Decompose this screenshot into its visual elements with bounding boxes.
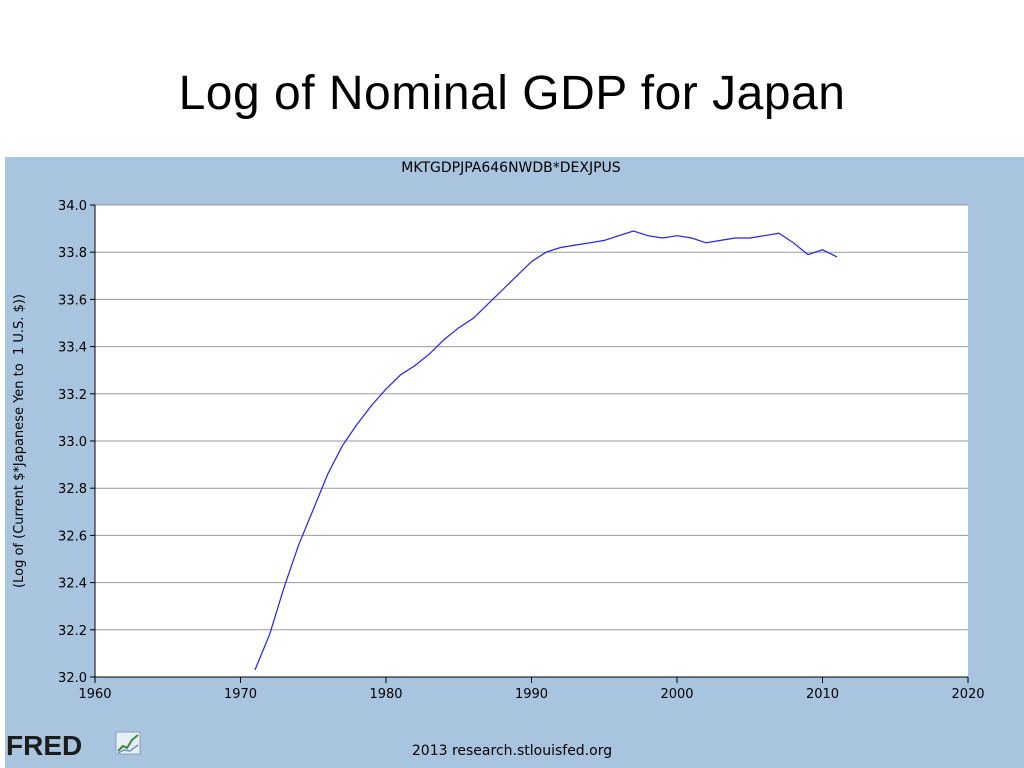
y-tick-label: 34.0: [58, 199, 87, 214]
x-tick-labels: 1960 1970 1980 1990 2000 2010 2020: [78, 687, 984, 702]
y-tick-label: 32.6: [58, 529, 87, 544]
fred-logo-text: FRED: [6, 730, 82, 761]
series-line: [254, 230, 838, 671]
fred-chart-icon: [115, 731, 141, 755]
fred-chart-panel: MKTGDPJPA646NWDB*DEXJPUS 32.0 32.2 32.4 32.…: [5, 157, 1024, 768]
x-tick-label: 1970: [224, 687, 257, 702]
y-tick-label: 33.8: [58, 246, 87, 261]
x-tick-label: 1980: [369, 687, 402, 702]
y-tick-label: 32.0: [58, 671, 87, 686]
x-tick-label: 1960: [78, 687, 111, 702]
x-tick-label: 2000: [660, 687, 693, 702]
chart-subtitle: MKTGDPJPA646NWDB*DEXJPUS: [401, 160, 621, 176]
fred-logo: FRED: [6, 730, 141, 761]
chart-svg: MKTGDPJPA646NWDB*DEXJPUS 32.032.232.432.…: [6, 160, 985, 761]
y-tick-label: 32.2: [58, 624, 87, 639]
y-tick-label: 32.8: [58, 482, 87, 497]
y-tick-label: 33.6: [58, 293, 87, 308]
y-tick-label: 33.2: [58, 388, 87, 403]
y-tick-label: 33.0: [58, 435, 87, 450]
y-tick-label: 32.4: [58, 577, 87, 592]
slide-title: Log of Nominal GDP for Japan: [178, 67, 846, 120]
y-tick-labels: 32.0 32.2 32.4 32.6 32.8 33.0 33.2 33.4 33.6 33.8…: [58, 199, 87, 686]
x-tick-label: 2020: [951, 687, 984, 702]
y-axis-label: (Log of (Current $*Japanese Yen to 1 U.S…: [12, 294, 27, 588]
x-ticks: [94, 677, 969, 683]
x-tick-label: 1990: [515, 687, 548, 702]
grid-lines: [90, 204, 968, 678]
footer-note: 2013 research.stlouisfed.org: [412, 743, 612, 759]
x-tick-label: 2010: [806, 687, 839, 702]
y-tick-label: 33.4: [58, 341, 87, 356]
